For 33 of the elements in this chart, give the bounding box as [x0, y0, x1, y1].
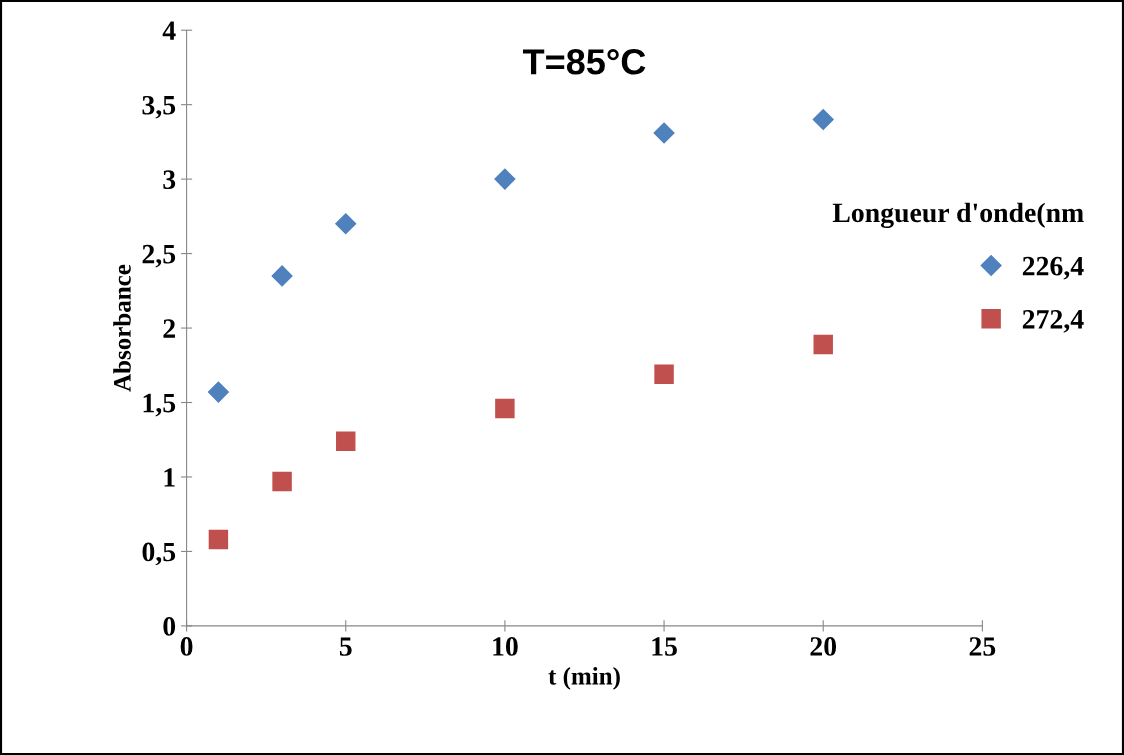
point — [495, 398, 515, 419]
x-tick-label: 25 — [969, 637, 996, 656]
point — [654, 364, 674, 384]
x-tick-label: 15 — [652, 637, 677, 656]
legend-title: Longueur d'onde(nm — [832, 202, 1084, 229]
x-tick-label: 20 — [810, 637, 837, 656]
y-tick-label: 2 — [163, 319, 175, 338]
y-tick-label: 2,5 — [142, 244, 176, 268]
y-tick-label: 0,5 — [142, 542, 176, 566]
point — [208, 529, 229, 550]
y-tick-label: 1,5 — [143, 393, 176, 417]
x-tick-label: 5 — [339, 637, 352, 656]
point — [813, 334, 833, 355]
x-tick-label: 0 — [180, 637, 193, 656]
point — [336, 431, 356, 451]
y-axis-title: Absorbance — [113, 264, 131, 392]
y-tick-label: 3,5 — [142, 95, 176, 119]
point — [494, 168, 516, 190]
point — [653, 122, 675, 144]
point — [271, 265, 293, 287]
legend-label: 226,4 — [1022, 256, 1084, 280]
legend-label: 272,4 — [1022, 310, 1084, 333]
x-tick-label: 10 — [493, 637, 518, 656]
point — [812, 109, 834, 131]
point — [335, 213, 357, 235]
y-tick-label: 0 — [163, 617, 176, 636]
y-tick-label: 4 — [162, 21, 176, 40]
y-tick-label: 1 — [164, 468, 175, 487]
point — [272, 471, 292, 492]
chart-title: T=85°C — [522, 49, 646, 75]
point — [207, 381, 229, 403]
y-tick-label: 3 — [163, 170, 176, 190]
x-axis-title: t (min) — [548, 667, 620, 690]
